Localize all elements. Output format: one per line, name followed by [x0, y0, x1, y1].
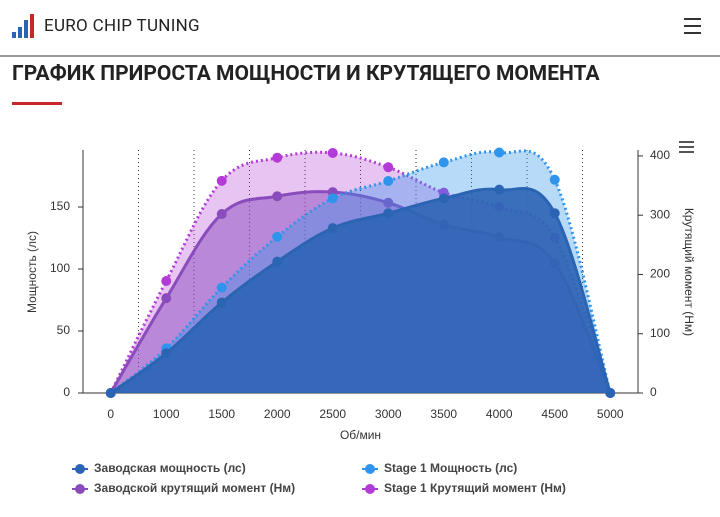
- area-fill: [110, 188, 611, 393]
- point: [549, 174, 560, 185]
- point: [549, 208, 560, 219]
- point: [105, 388, 116, 398]
- point: [161, 275, 172, 286]
- x-tick-label: 3500: [430, 407, 457, 421]
- point: [272, 256, 283, 267]
- point: [216, 282, 227, 293]
- x-tick-label: 4500: [541, 407, 568, 421]
- point: [161, 348, 172, 359]
- point: [605, 388, 616, 398]
- point: [383, 162, 394, 173]
- point: [494, 147, 505, 158]
- point: [383, 197, 394, 208]
- point: [494, 184, 505, 195]
- y-tick-label: 50: [57, 323, 71, 337]
- x-tick-label: 2000: [264, 407, 291, 421]
- legend-label: Stage 1 Крутящий момент (Нм): [384, 481, 566, 495]
- y2-tick-label: 300: [650, 207, 670, 221]
- x-tick-label: 2500: [319, 407, 346, 421]
- point: [272, 152, 283, 163]
- logo: [12, 14, 34, 38]
- title-underline: [12, 102, 62, 105]
- x-tick-label: 3000: [375, 407, 402, 421]
- x-tick-label: 1000: [153, 407, 180, 421]
- point: [383, 208, 394, 219]
- y2-tick-label: 400: [650, 148, 670, 162]
- y-tick-label: 100: [50, 261, 70, 275]
- page-title: ГРАФИК ПРИРОСТА МОЩНОСТИ И КРУТЯЩЕГО МОМ…: [12, 62, 600, 86]
- y-tick-label: 0: [63, 385, 70, 399]
- legend-marker: [365, 464, 375, 474]
- y-tick-label: 150: [50, 199, 70, 213]
- y2-tick-label: 0: [650, 385, 657, 399]
- x-tick-label: 4000: [486, 407, 513, 421]
- chart-menu[interactable]: [679, 141, 694, 153]
- point: [327, 147, 338, 158]
- x-tick-label: 5000: [597, 407, 624, 421]
- point: [383, 175, 394, 186]
- brand: EURO CHIP TUNING: [44, 16, 200, 36]
- y2-tick-label: 200: [650, 267, 670, 281]
- legend-label: Stage 1 Мощность (лс): [384, 461, 517, 475]
- point: [161, 293, 172, 304]
- point: [272, 231, 283, 242]
- legend-label: Заводской крутящий момент (Нм): [94, 481, 295, 495]
- x-tick-label: 0: [107, 407, 114, 421]
- point: [327, 193, 338, 204]
- point: [272, 191, 283, 202]
- y2-axis-title: Крутящий момент (Нм): [682, 208, 696, 336]
- point: [216, 297, 227, 308]
- legend-marker: [365, 484, 375, 494]
- legend-marker: [75, 484, 85, 494]
- y2-tick-label: 100: [650, 326, 670, 340]
- y-axis-title: Мощность (лс): [25, 231, 39, 313]
- point: [438, 193, 449, 204]
- legend-label: Заводская мощность (лс): [94, 461, 246, 475]
- point: [327, 223, 338, 234]
- point: [438, 157, 449, 168]
- point: [216, 175, 227, 186]
- legend-marker: [75, 464, 85, 474]
- x-axis-title: Об/мин: [340, 428, 381, 442]
- menu-button[interactable]: [684, 18, 701, 34]
- point: [216, 209, 227, 220]
- x-tick-label: 1500: [208, 407, 235, 421]
